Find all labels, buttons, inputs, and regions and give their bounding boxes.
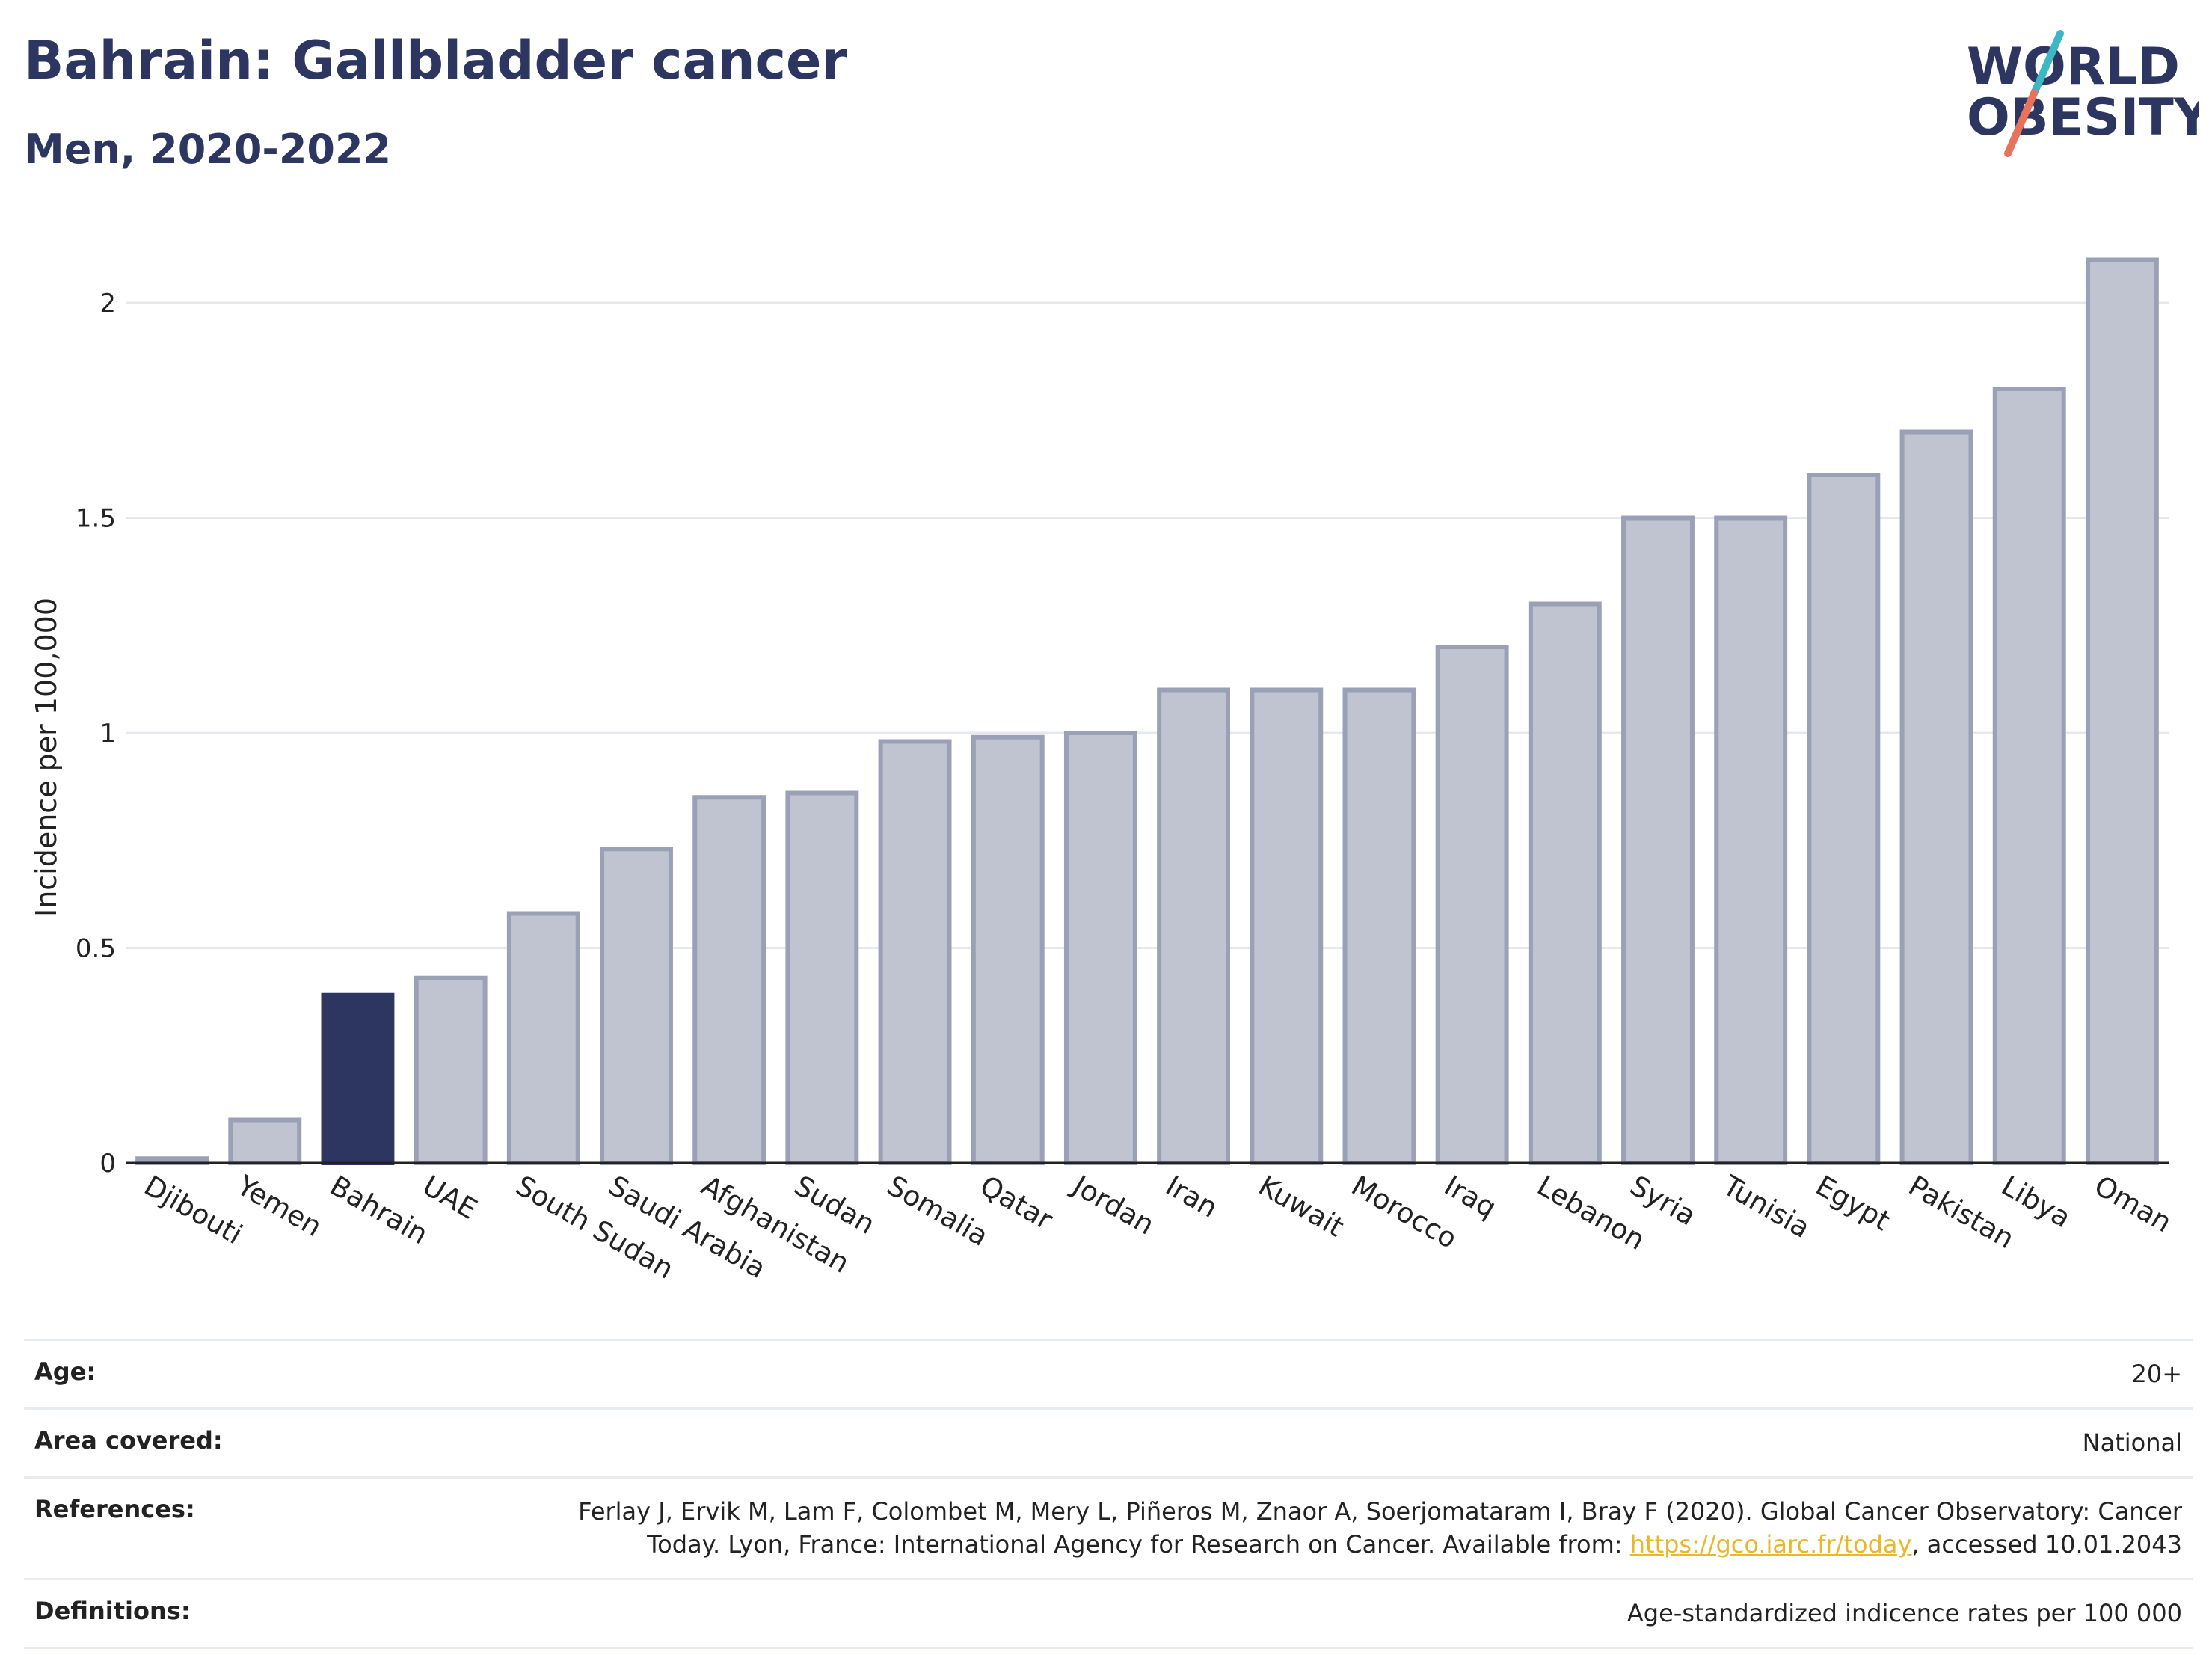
x-tick-label: Pakistan xyxy=(1903,1170,2020,1256)
bar-tunisia xyxy=(1714,515,1788,1165)
y-tick-label: 1.5 xyxy=(76,504,116,534)
x-tick-label: Oman xyxy=(2089,1170,2177,1239)
bar-saudi-arabia xyxy=(600,847,673,1165)
meta-row-references: References: Ferlay J, Ervik M, Lam F, Co… xyxy=(24,1476,2193,1579)
bar-egypt xyxy=(1807,473,1881,1165)
logo-line-world: WORLD xyxy=(1967,37,2180,96)
references-label: References: xyxy=(34,1494,195,1523)
references-link[interactable]: https://gco.iarc.fr/today xyxy=(1629,1530,1912,1559)
bar-sudan xyxy=(785,790,859,1165)
x-tick-label: UAE xyxy=(417,1170,482,1226)
logo-slash-coral xyxy=(2004,90,2038,157)
bar-jordan xyxy=(1063,731,1137,1165)
x-tick-label: South Sudan xyxy=(510,1170,679,1286)
area-label: Area covered: xyxy=(34,1425,223,1455)
world-obesity-logo: WORLD OBESITY xyxy=(1967,30,2199,157)
y-tick-label: 1 xyxy=(99,719,116,749)
meta-row-age: Age: 20+ xyxy=(24,1339,2193,1407)
y-tick-label: 0 xyxy=(99,1149,116,1179)
bar-uae xyxy=(414,975,488,1165)
y-tick-label: 0.5 xyxy=(76,934,116,964)
bar-afghanistan xyxy=(692,795,766,1165)
y-tick-labels: 0 0.5 1 1.5 2 xyxy=(76,289,116,1179)
meta-row-definitions: Definitions: Age-standardized indicence … xyxy=(24,1578,2193,1649)
y-axis-label: Incidence per 100,000 xyxy=(30,598,63,917)
bar-pakistan xyxy=(1899,429,1973,1165)
bar-bahrain xyxy=(321,992,395,1165)
bar-syria xyxy=(1621,515,1695,1165)
x-tick-label: Saudi Arabia xyxy=(603,1170,772,1286)
bar-iran xyxy=(1157,687,1231,1165)
x-tick-label: Jordan xyxy=(1066,1169,1160,1241)
age-value: 20+ xyxy=(2131,1360,2182,1388)
references-text-before: Ferlay J, Ervik M, Lam F, Colombet M, Me… xyxy=(578,1496,2182,1559)
definitions-label: Definitions: xyxy=(34,1597,191,1626)
bar-libya xyxy=(1992,387,2066,1165)
bar-iraq xyxy=(1435,645,1509,1165)
x-tick-label: Somalia xyxy=(882,1170,994,1253)
bar-morocco xyxy=(1342,687,1416,1165)
x-tick-label: Yemen xyxy=(231,1169,328,1243)
logo-line-obesity: OBESITY xyxy=(1967,88,2199,147)
x-tick-label: Kuwait xyxy=(1253,1170,1350,1244)
bar-qatar xyxy=(971,734,1045,1165)
metadata-table: Age: 20+ Area covered: National Referenc… xyxy=(24,1339,2193,1649)
x-tick-label: Egypt xyxy=(1810,1170,1896,1238)
x-tick-label: Bahrain xyxy=(325,1170,433,1251)
age-label: Age: xyxy=(34,1357,96,1386)
bar-south-sudan xyxy=(506,911,580,1165)
bar-lebanon xyxy=(1528,601,1602,1165)
chart-title: Bahrain: Gallbladder cancer xyxy=(24,30,848,91)
chart-subtitle: Men, 2020-2022 xyxy=(24,126,392,173)
x-tick-label: Iran xyxy=(1161,1170,1223,1224)
bar-kuwait xyxy=(1250,687,1324,1165)
references-value: Ferlay J, Ervik M, Lam F, Colombet M, Me… xyxy=(500,1495,2182,1562)
bars xyxy=(135,257,2159,1165)
meta-row-area: Area covered: National xyxy=(24,1407,2193,1476)
x-tick-label: Iraq xyxy=(1439,1170,1502,1224)
references-text-after: , accessed 10.01.2043 xyxy=(1911,1530,2182,1559)
x-tick-label: Djibouti xyxy=(139,1170,248,1251)
bar-yemen xyxy=(228,1117,302,1165)
logo-slash-teal xyxy=(2030,30,2064,97)
definitions-value: Age-standardized indicence rates per 100… xyxy=(1626,1599,2182,1628)
x-tick-label: Morocco xyxy=(1346,1170,1463,1256)
y-tick-label: 2 xyxy=(99,289,116,319)
area-value: National xyxy=(2082,1428,2182,1457)
bar-somalia xyxy=(878,739,952,1165)
bar-oman xyxy=(2085,257,2159,1165)
x-tick-label: Tunisia xyxy=(1717,1169,1816,1244)
